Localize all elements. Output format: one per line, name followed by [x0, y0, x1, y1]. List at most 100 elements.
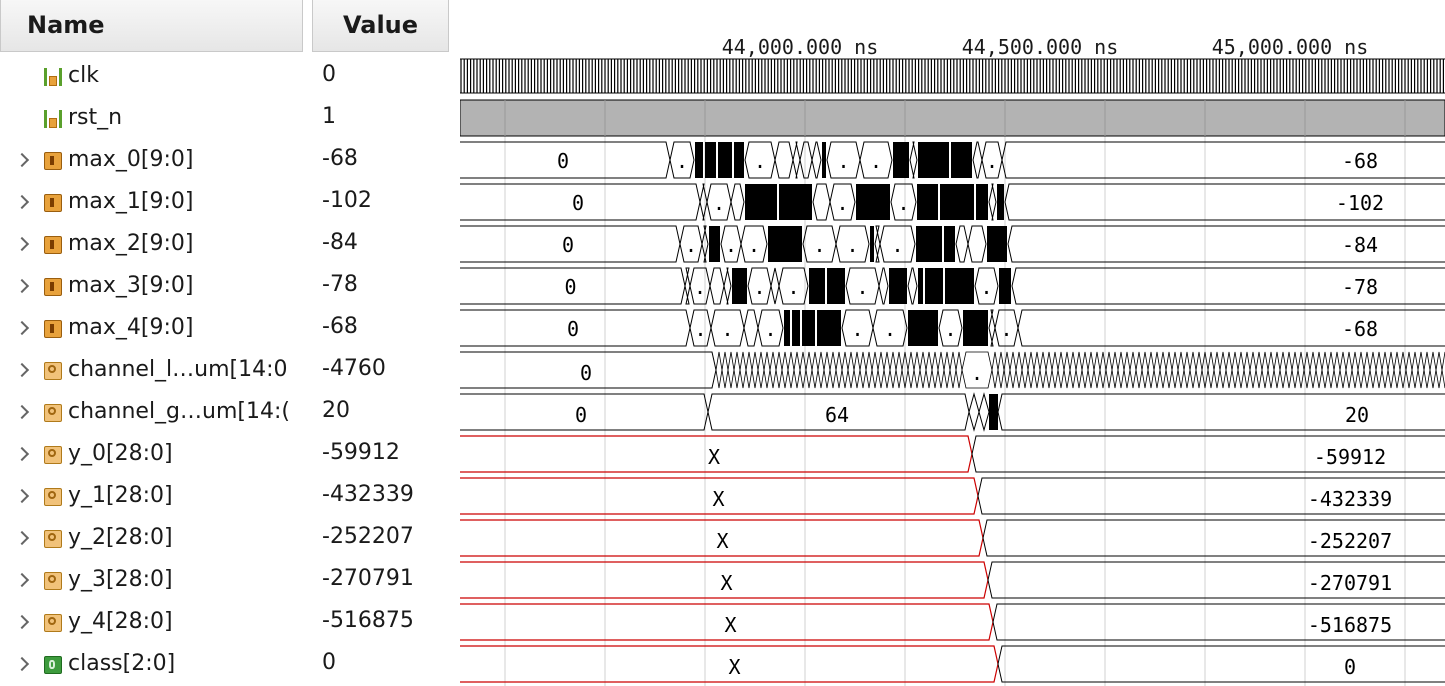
chevron-right-icon[interactable] [16, 444, 30, 464]
bus-segment [684, 267, 691, 305]
bus-segment [709, 267, 725, 305]
bus-segment [988, 309, 996, 347]
waveform-area[interactable]: 44,000.000 ns 44,500.000 ns 45,000.000 ns 0… [460, 0, 1445, 686]
bus-transition-block [916, 226, 942, 262]
signal-value: 1 [322, 104, 336, 129]
bus-value-label: 0 [567, 317, 579, 341]
bus-signal-icon [44, 236, 62, 254]
signal-value: -68 [322, 314, 358, 339]
signal-row[interactable]: channel_g…um[14:(20 [0, 392, 455, 434]
timeline-label: 45,000.000 ns [1212, 35, 1369, 59]
chevron-right-icon[interactable] [16, 360, 30, 380]
bus-value-label: . [944, 317, 956, 341]
bus-segment [992, 603, 1445, 641]
clk-waveform [460, 59, 1444, 93]
signal-value: -270791 [322, 566, 414, 591]
bus-value-label: . [685, 233, 697, 257]
value-column-header[interactable]: Value [312, 0, 449, 52]
bus-transition-block [695, 142, 703, 178]
chevron-right-icon[interactable] [16, 192, 30, 212]
signal-name: max_1[9:0] [68, 189, 194, 214]
chevron-right-icon[interactable] [16, 318, 30, 338]
bus-transition-block [705, 142, 716, 178]
bus-value-label: . [753, 275, 765, 299]
signal-row[interactable]: channel_l…um[14:0 -4760 [0, 350, 455, 392]
bus-value-label: . [764, 317, 776, 341]
undefined-value-label: X [720, 571, 732, 595]
bus-value-label: 20 [1345, 403, 1369, 427]
name-column-label: Name [27, 11, 105, 39]
bus-segment [987, 561, 1445, 599]
analog-signal-icon [44, 530, 62, 548]
chevron-right-icon[interactable] [16, 150, 30, 170]
analog-signal-icon [44, 572, 62, 590]
signal-row[interactable]: clk 0 [0, 56, 455, 98]
bus-segment [811, 141, 822, 179]
bus-segment [743, 309, 759, 347]
signal-row[interactable]: y_2[28:0] -252207 [0, 518, 455, 560]
timeline-label: 44,000.000 ns [722, 35, 879, 59]
bus-value-label: . [813, 233, 825, 257]
signal-row[interactable]: class[2:0] 0 [0, 644, 455, 686]
chevron-right-icon[interactable] [16, 612, 30, 632]
signal-row[interactable]: max_4[9:0] -68 [0, 308, 455, 350]
signal-name: y_4[28:0] [68, 609, 173, 634]
bus-segment [829, 183, 856, 221]
bus-transition-block [917, 184, 938, 220]
signal-value: -252207 [322, 524, 414, 549]
chevron-right-icon[interactable] [16, 570, 30, 590]
bus-value-label: . [721, 317, 733, 341]
bus-value-label: . [713, 191, 725, 215]
bus-transition-block [822, 142, 826, 178]
value-column-label: Value [343, 11, 419, 39]
bit-signal-icon [44, 110, 62, 128]
signal-value: -59912 [322, 440, 400, 465]
signal-value: 20 [322, 398, 350, 423]
undefined-value-label: X [708, 445, 720, 469]
bus-segment [872, 309, 908, 347]
signal-row[interactable]: y_4[28:0] -516875 [0, 602, 455, 644]
signal-row[interactable]: y_3[28:0] -270791 [0, 560, 455, 602]
bus-segment [792, 141, 801, 179]
bus-segment [967, 225, 987, 263]
bus-transition-block [925, 268, 943, 304]
chevron-right-icon[interactable] [16, 528, 30, 548]
signal-row[interactable]: max_2[9:0] -84 [0, 224, 455, 266]
signal-row[interactable]: max_0[9:0] -68 [0, 140, 455, 182]
bus-segment [778, 267, 809, 305]
bus-transition-block [908, 310, 938, 346]
chevron-right-icon[interactable] [16, 276, 30, 296]
bus-value-label: -59912 [1314, 445, 1386, 469]
bus-value-label: 0 [580, 361, 592, 385]
chevron-right-icon[interactable] [16, 654, 30, 674]
chevron-right-icon[interactable] [16, 486, 30, 506]
bus-transition-block [768, 226, 802, 262]
bus-value-label: 0 [572, 191, 584, 215]
bus-transition-block [732, 268, 747, 304]
signal-row[interactable]: max_3[9:0] -78 [0, 266, 455, 308]
bus-value-label: . [725, 233, 737, 257]
bus-segment [988, 183, 997, 221]
bus-transition-block [784, 310, 790, 346]
bus-transition-block [976, 184, 988, 220]
signal-row[interactable]: y_1[28:0] -432339 [0, 476, 455, 518]
bus-segment [774, 141, 794, 179]
bus-segment [909, 141, 918, 179]
chevron-right-icon[interactable] [16, 402, 30, 422]
chevron-right-icon[interactable] [16, 234, 30, 254]
timeline-label: 44,500.000 ns [962, 35, 1119, 59]
signal-row[interactable]: max_1[9:0] -102 [0, 182, 455, 224]
bus-transition-block [940, 184, 974, 220]
bus-segment [723, 267, 732, 305]
signal-row[interactable]: rst_n 1 [0, 98, 455, 140]
name-column-header[interactable]: Name [0, 0, 303, 52]
bus-value-label: . [748, 233, 760, 257]
signal-value: -102 [322, 188, 372, 213]
bus-value-label: . [1000, 317, 1012, 341]
bus-transition-block [809, 268, 825, 304]
signal-row[interactable]: y_0[28:0] -59912 [0, 434, 455, 476]
signal-value: -432339 [322, 482, 414, 507]
bus-transition-block [745, 184, 777, 220]
rst-waveform [460, 99, 1445, 137]
signal-name: y_0[28:0] [68, 441, 173, 466]
